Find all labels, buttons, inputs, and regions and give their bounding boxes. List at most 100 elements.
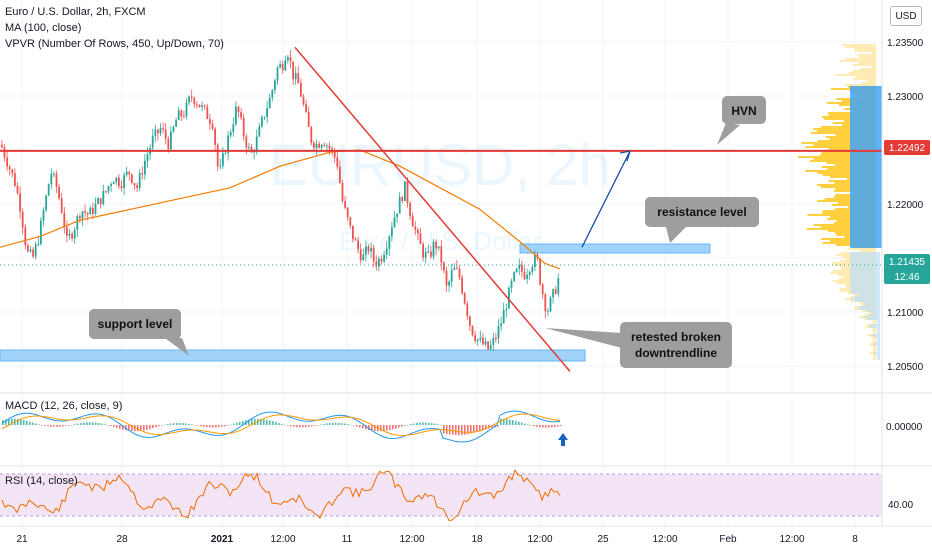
resistance-zone: [519, 243, 711, 254]
macd-histogram-bar: [185, 423, 187, 425]
macd-histogram-bar: [548, 425, 550, 428]
highlight-price-text: 1.22492: [889, 143, 926, 154]
currency-button[interactable]: USD: [890, 6, 922, 26]
vpvr-down-row-125: [858, 294, 880, 296]
vpvr-row-99: [822, 242, 876, 244]
rsi-line: [1, 469, 561, 522]
candle-body: [435, 241, 437, 249]
macd-histogram-bar: [275, 422, 277, 425]
vpvr-down-row-124: [851, 292, 880, 294]
vpvr-va-row-94: [850, 232, 882, 234]
candle-body: [341, 182, 344, 202]
candle-body: [539, 258, 541, 285]
vpvr-va-row-79: [850, 202, 882, 204]
candle-body: [445, 270, 448, 286]
candle-body: [146, 154, 149, 161]
candle-body: [411, 216, 414, 227]
candle-body: [515, 268, 518, 273]
candle-body: [297, 73, 300, 84]
candle-body: [510, 280, 513, 288]
candle-body: [318, 143, 320, 148]
vpvr-va-row-89: [850, 222, 882, 224]
candle-body: [107, 186, 110, 192]
candle-body: [440, 246, 443, 263]
vpvr-row-92: [806, 228, 876, 230]
candle-body: [261, 117, 263, 127]
candle-body: [110, 184, 112, 187]
vpvr-row-41: [820, 126, 876, 128]
macd-histogram-bar: [152, 425, 154, 429]
vpvr-down-row-157: [877, 358, 880, 360]
vpvr-down-row-130: [864, 304, 880, 306]
macd-histogram-bar: [233, 423, 235, 425]
macd-histogram-bar: [266, 419, 268, 425]
candle-body: [42, 210, 45, 221]
vpvr-down-row-117: [850, 278, 880, 280]
macd-histogram-bar: [356, 425, 358, 427]
time-tick-4: 11: [342, 534, 353, 545]
macd-histogram-bar: [335, 422, 337, 425]
candle-body: [393, 217, 396, 228]
hvn-callout: [722, 96, 766, 124]
candle-body: [32, 249, 34, 257]
macd-histogram-bar: [560, 425, 562, 426]
vpvr-va-row-85: [850, 214, 882, 216]
macd-histogram-bar: [110, 425, 112, 427]
candle-body: [47, 184, 50, 196]
candle-body: [40, 220, 42, 245]
candle-body: [271, 90, 274, 98]
vpvr-row-7: [845, 58, 876, 60]
vpvr-row-43: [816, 130, 876, 132]
candle-body: [487, 341, 489, 350]
macd-histogram-bar: [242, 420, 244, 425]
macd-histogram-bar: [404, 425, 406, 426]
macd-histogram-bar: [158, 425, 160, 427]
vpvr-row-153: [873, 350, 876, 352]
vpvr-va-row-100: [850, 244, 882, 246]
macd-histogram-bar: [20, 419, 22, 425]
candle-body: [73, 229, 76, 239]
vpvr-down-row-136: [863, 316, 880, 318]
macd-histogram-bar: [161, 425, 163, 426]
macd-histogram-bar: [557, 425, 559, 427]
macd-histogram-bar: [470, 425, 472, 434]
candle-body: [422, 243, 424, 258]
macd-histogram-bar: [8, 418, 10, 425]
candle-body: [3, 147, 6, 158]
vpvr-row-19: [862, 82, 876, 84]
candle-body: [14, 173, 16, 186]
macd-histogram-bar: [92, 422, 94, 425]
candle-body: [344, 201, 346, 208]
vpvr-va-row-52: [850, 148, 882, 150]
candle-body: [326, 145, 328, 147]
candle-body: [375, 261, 378, 267]
candle-body: [92, 207, 94, 214]
vpvr-down-row-132: [858, 308, 880, 310]
vpvr-down-row-135: [868, 314, 880, 316]
vpvr-down-row-131: [858, 306, 880, 308]
candle-body: [526, 274, 528, 280]
vpvr-down-row-105: [850, 254, 880, 256]
macd-histogram-bar: [515, 420, 517, 425]
vpvr-va-row-37: [850, 118, 882, 120]
candle-body: [365, 246, 367, 255]
retest-callout-line1: retested broken: [631, 330, 721, 344]
vpvr-down-row-146: [874, 336, 880, 338]
candle-body: [237, 106, 240, 113]
candle-body: [453, 267, 456, 270]
vpvr-down-row-112: [850, 268, 880, 270]
candle-body: [443, 262, 445, 271]
vpvr-row-0: [841, 44, 876, 46]
macd-histogram-bar: [227, 425, 229, 426]
vpvr-row-9: [857, 62, 876, 64]
candle-body: [505, 308, 508, 311]
macd-histogram-bar: [53, 425, 55, 427]
ma-legend: MA (100, close): [5, 22, 82, 34]
vpvr-va-row-83: [850, 210, 882, 212]
candle-body: [86, 212, 89, 215]
vpvr-va-row-70: [850, 184, 882, 186]
macd-histogram-bar: [128, 425, 130, 431]
macd-histogram-bar: [230, 424, 232, 426]
candle-body: [196, 104, 198, 106]
